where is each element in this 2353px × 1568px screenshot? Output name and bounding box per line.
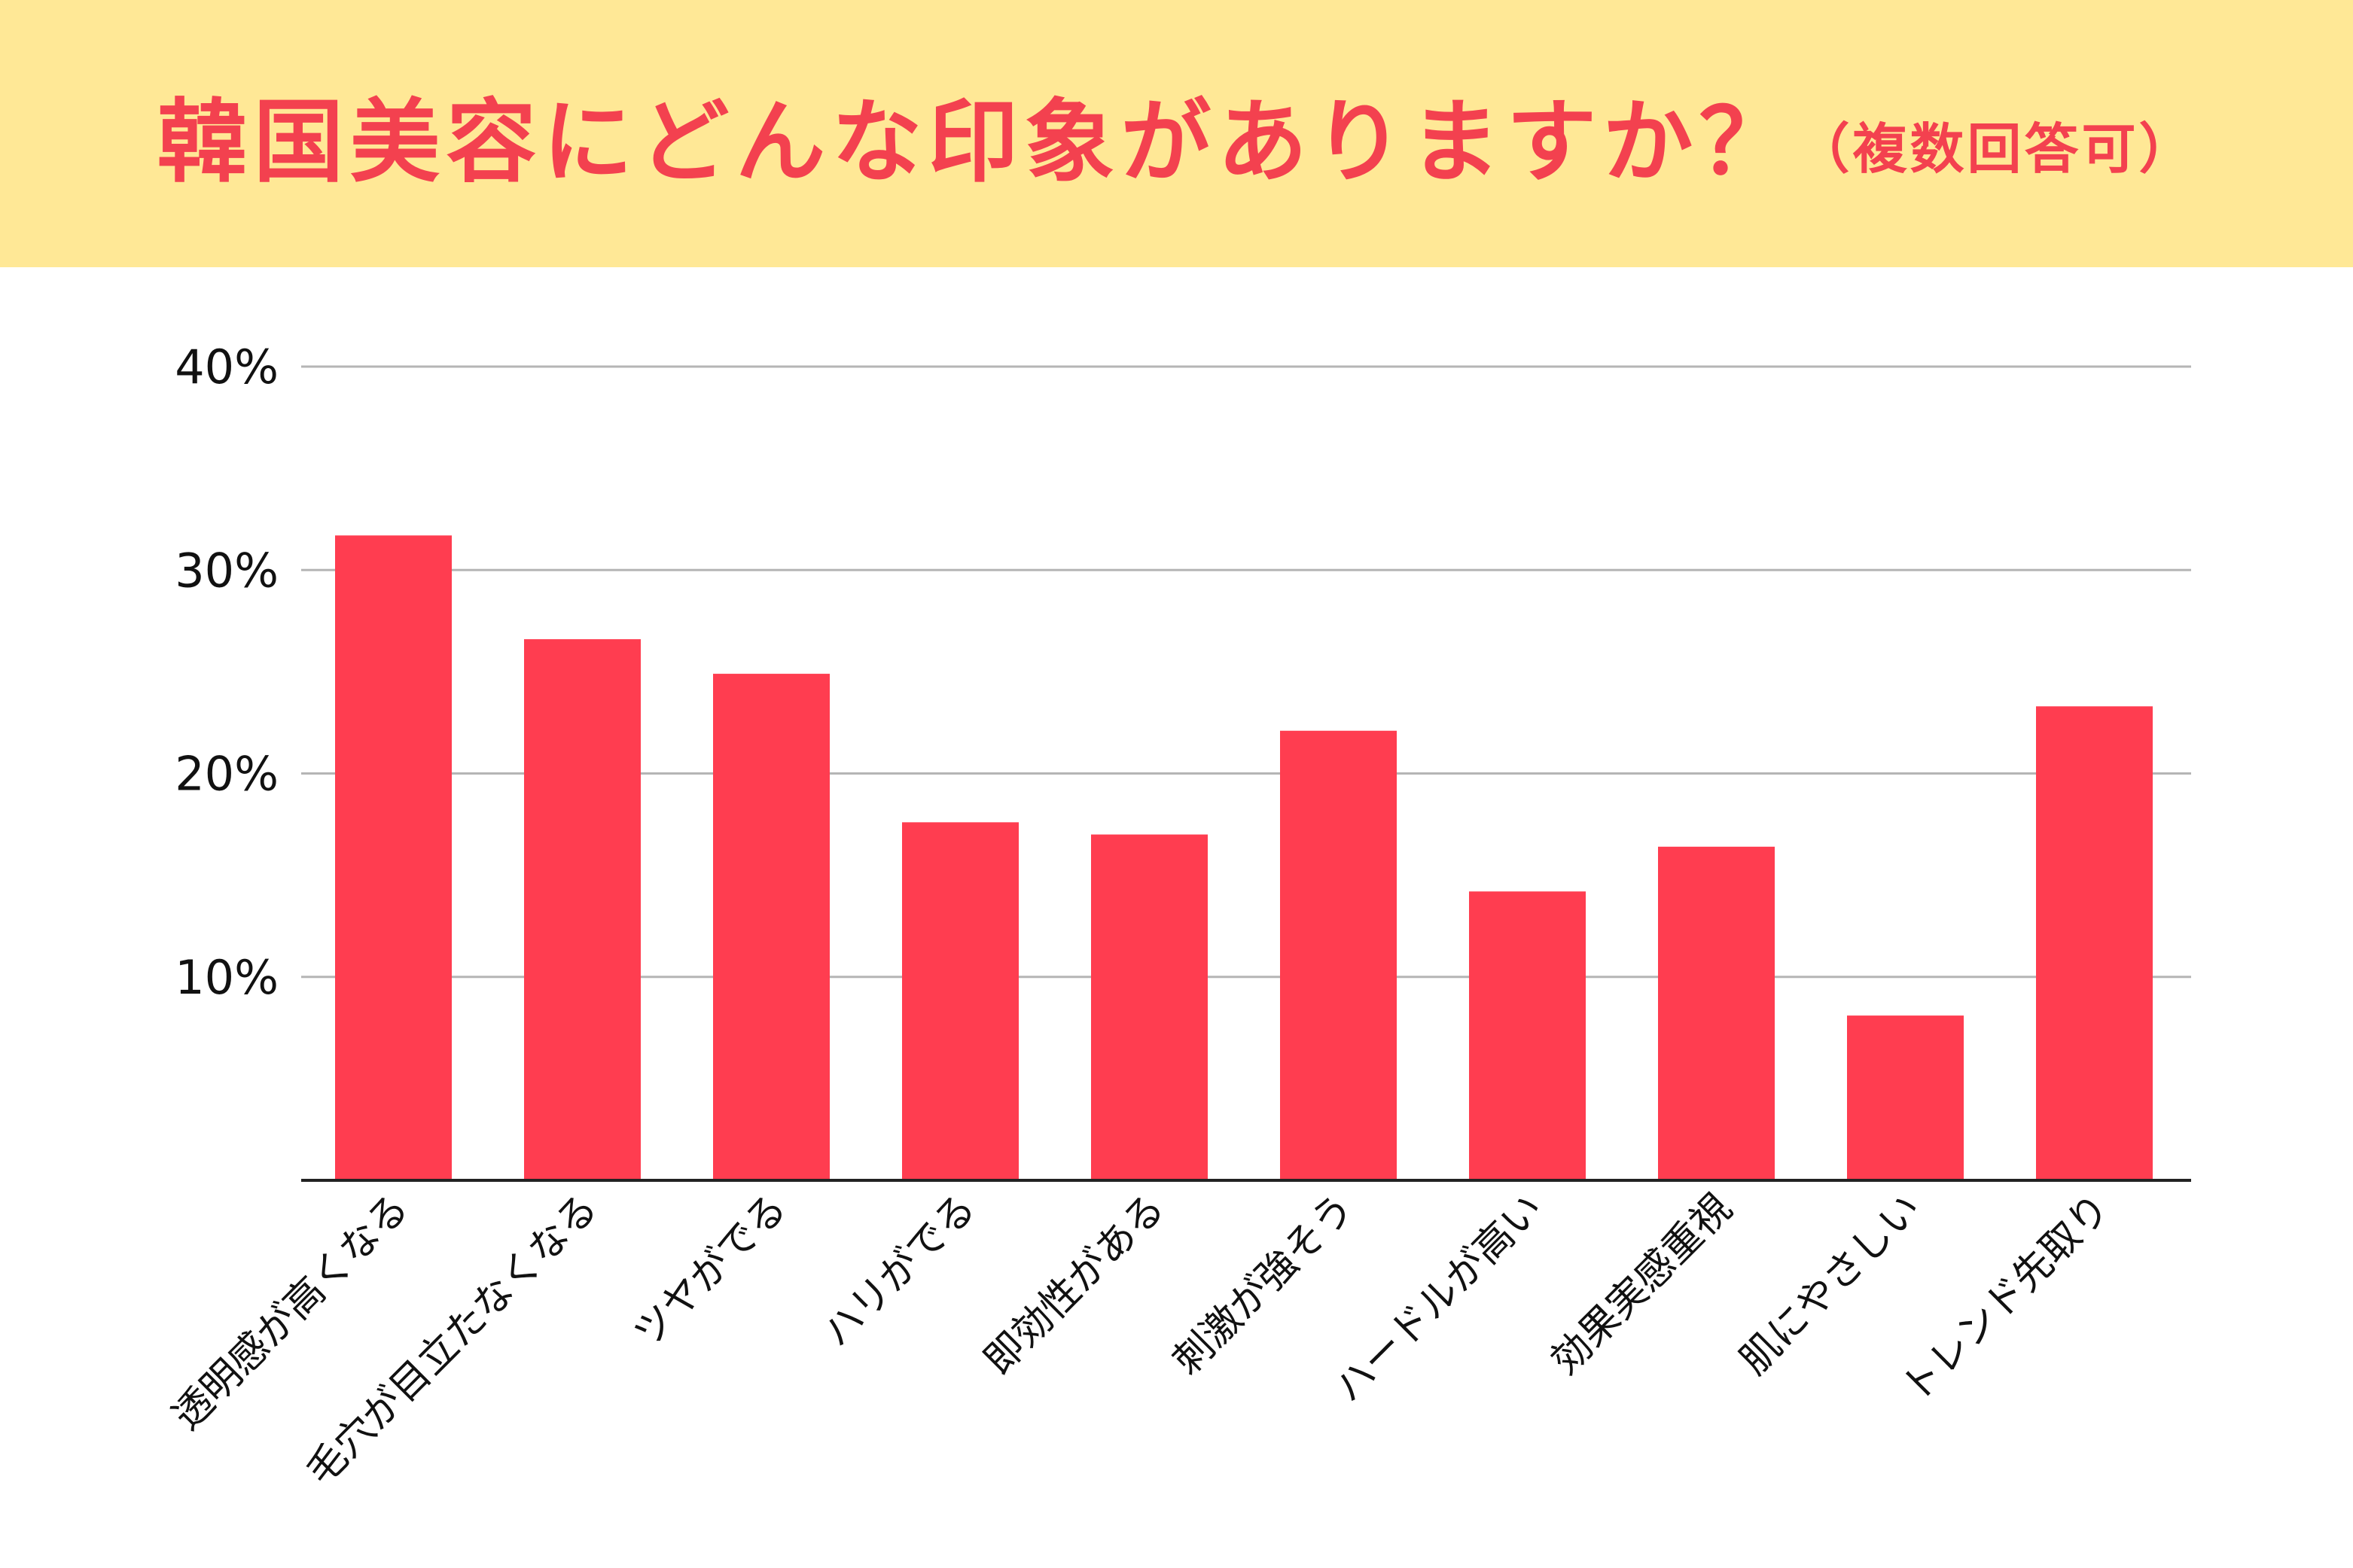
- x-category-label: 刺激が強そう: [1165, 1186, 1363, 1384]
- title-main: 韓国美容にどんな印象がありますか？: [157, 90, 1796, 195]
- bar: [1280, 730, 1397, 1180]
- title-banner: [0, 0, 2353, 267]
- y-tick-label: 40%: [175, 339, 279, 394]
- y-tick-label: 10%: [175, 950, 279, 1005]
- bar: [1658, 846, 1775, 1180]
- bar: [524, 639, 641, 1180]
- bar: [1847, 1015, 1964, 1180]
- y-tick-label: 20%: [175, 747, 279, 802]
- bar: [335, 535, 452, 1180]
- bar: [2036, 706, 2153, 1180]
- x-category-label: 肌にやさしい: [1732, 1186, 1930, 1384]
- bar: [1469, 891, 1586, 1180]
- bar: [902, 822, 1019, 1180]
- x-category-label: ハリがでる: [814, 1186, 984, 1356]
- y-tick-label: 30%: [175, 543, 279, 598]
- bars: [335, 535, 2153, 1180]
- x-category-label: 効果実感重視: [1543, 1186, 1741, 1384]
- x-category-label: ツヤがでる: [625, 1186, 795, 1356]
- chart-title: 韓国美容にどんな印象がありますか？ （複数回答可）: [0, 0, 2353, 267]
- bar: [713, 674, 830, 1180]
- x-category-label: 即効性がある: [976, 1186, 1174, 1384]
- y-axis-ticks: 10% 20% 30% 40%: [175, 339, 279, 1005]
- bar: [1091, 834, 1208, 1180]
- title-subtitle: （複数回答可）: [1795, 117, 2196, 181]
